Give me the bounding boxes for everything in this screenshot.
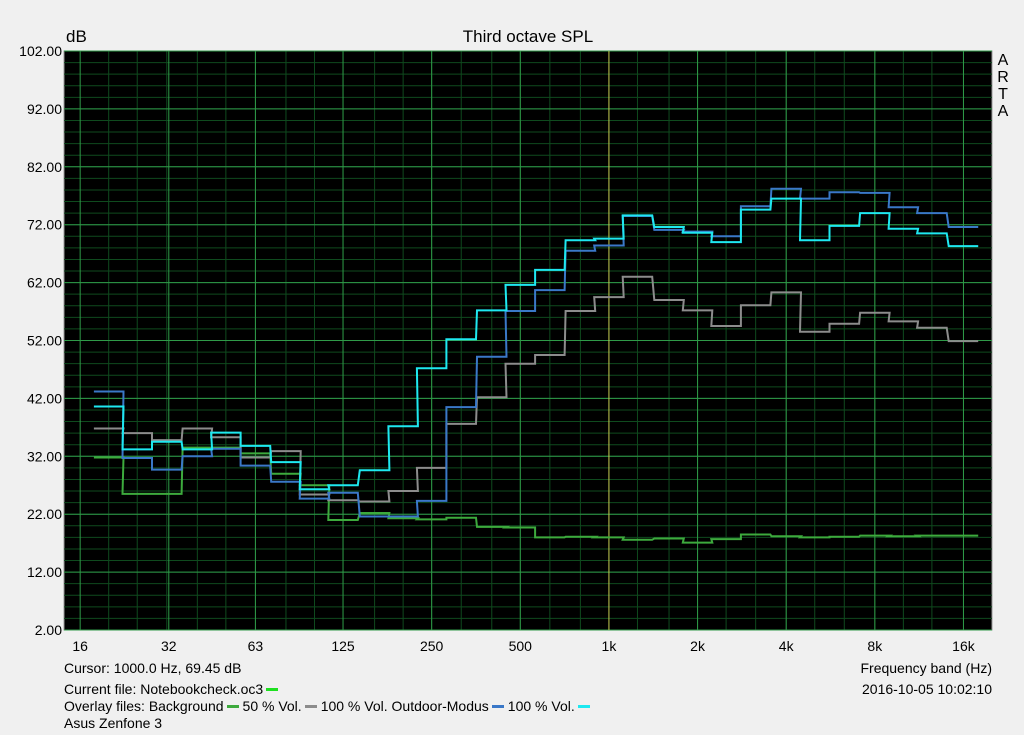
arta-brand: A R T A (996, 52, 1010, 120)
arta-letter: A (997, 52, 1009, 69)
series-line (93, 446, 979, 544)
overlay-files: Overlay files: Background 50 % Vol. 100 % … (64, 698, 594, 714)
cursor-readout: Cursor: 1000.0 Hz, 69.45 dB (64, 660, 242, 676)
x-tick-label: 16 (72, 638, 88, 654)
current-file: Current file: Notebookcheck.oc3 (64, 681, 282, 697)
y-tick-label: 92.00 (27, 101, 62, 117)
y-tick-label: 62.00 (27, 275, 62, 291)
arta-letter: A (997, 103, 1009, 120)
legend-item: Background (149, 698, 243, 714)
series-line (93, 187, 979, 518)
y-tick-label: 82.00 (27, 159, 62, 175)
legend-label: 100 % Vol. (507, 698, 575, 714)
x-tick-label: 16k (952, 638, 976, 654)
y-tick-label: 12.00 (27, 564, 62, 580)
overlay-label: Overlay files: (64, 698, 149, 714)
y-tick-labels: 102.00 92.00 82.00 72.00 62.00 52.00 42.00 32.0… (19, 43, 62, 638)
series-line (93, 197, 979, 491)
legend-swatch (491, 704, 504, 708)
arta-letter: R (997, 69, 1009, 86)
legend-swatch (304, 704, 317, 708)
legend-swatch (577, 704, 590, 708)
timestamp: 2016-10-05 10:02:10 (862, 681, 992, 697)
x-tick-labels: 16 32 63 125 250 500 1k 2k 4k 8k 16k (72, 638, 975, 654)
device-name: Asus Zenfone 3 (64, 715, 163, 731)
major-grid (64, 50, 992, 631)
x-tick-label: 500 (509, 638, 533, 654)
y-tick-label: 2.00 (35, 622, 62, 638)
x-tick-label: 4k (779, 638, 795, 654)
legend-swatch (226, 704, 239, 708)
legend-label: 50 % Vol. (242, 698, 302, 714)
series-layer (93, 187, 979, 544)
x-tick-label: 250 (420, 638, 444, 654)
x-tick-label: 8k (867, 638, 883, 654)
current-file-text: Current file: Notebookcheck.oc3 (64, 681, 264, 697)
x-tick-label: 1k (602, 638, 618, 654)
chart-title: Third octave SPL (463, 27, 593, 46)
arta-letter: T (998, 86, 1008, 103)
x-tick-label: 2k (690, 638, 706, 654)
x-tick-label: 63 (248, 638, 264, 654)
y-tick-label: 52.00 (27, 333, 62, 349)
y-tick-label: 42.00 (27, 390, 62, 406)
current-file-swatch (266, 687, 279, 691)
legend-item: 100 % Vol. Outdoor-Modus (321, 698, 508, 714)
y-axis-label: dB (66, 27, 87, 46)
legend-item: 50 % Vol. (243, 698, 321, 714)
legend-label: Background (148, 698, 224, 714)
x-tick-label: 125 (331, 638, 355, 654)
x-axis-label: Frequency band (Hz) (860, 660, 992, 676)
y-tick-label: 102.00 (19, 43, 62, 59)
legend-label: 100 % Vol. Outdoor-Modus (320, 698, 489, 714)
x-tick-label: 32 (161, 638, 177, 654)
legend: Background 50 % Vol. 100 % Vol. Outdoor-Mo… (149, 698, 594, 714)
legend-item: 100 % Vol. (508, 698, 594, 714)
y-tick-label: 22.00 (27, 506, 62, 522)
y-tick-label: 32.00 (27, 448, 62, 464)
y-tick-label: 72.00 (27, 217, 62, 233)
